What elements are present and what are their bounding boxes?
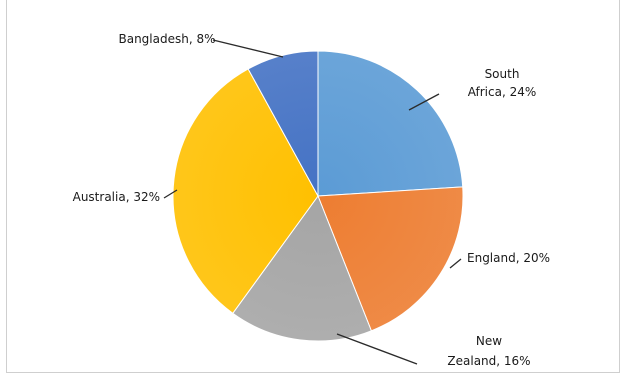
leader-line-england [449, 258, 462, 269]
data-label-england: England, 20% [467, 251, 550, 265]
data-label-new-zealand: New Zealand, 16% [447, 334, 530, 368]
chart-area: South Africa, 24% England, 20% New Zealand, … [6, 0, 620, 373]
pie-slice-south-africa[interactable] [317, 50, 464, 197]
pie-slices [172, 50, 464, 342]
leader-line-bangladesh [212, 39, 284, 58]
pie-slice-australia[interactable] [172, 68, 319, 315]
pie-slice-england[interactable] [317, 186, 464, 332]
leader-lines [163, 39, 462, 365]
leader-line-new-zealand [336, 333, 418, 365]
pie-slice-bangladesh[interactable] [247, 50, 319, 197]
pie-chart: South Africa, 24% England, 20% New Zealand, … [73, 32, 550, 368]
data-label-australia: Australia, 32% [73, 190, 160, 204]
pie-slice-new-zealand[interactable] [232, 194, 373, 342]
data-labels: South Africa, 24% England, 20% New Zealand, … [73, 32, 550, 368]
data-label-bangladesh: Bangladesh, 8% [118, 32, 215, 46]
data-label-south-africa: South Africa, 24% [468, 67, 537, 99]
leader-line-australia [163, 189, 178, 199]
leader-line-south-africa [408, 93, 440, 111]
